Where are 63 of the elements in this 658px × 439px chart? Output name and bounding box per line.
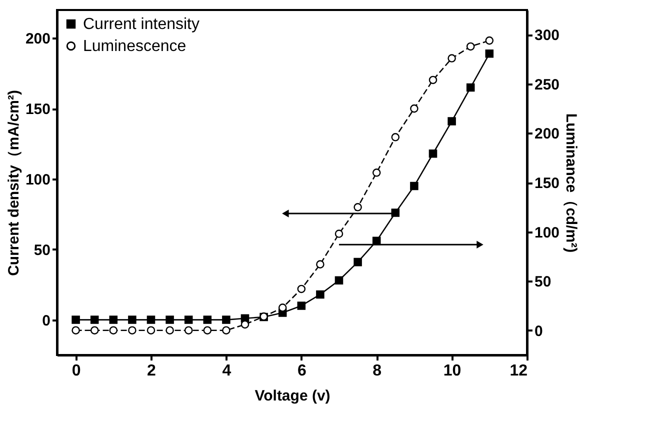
point (297, 284, 306, 294)
point (222, 316, 230, 324)
y-axis-title: Current density（mA/cm²) (5, 90, 22, 276)
legend-label: Luminescence (83, 38, 186, 55)
point (466, 83, 475, 92)
y2-tick-label: 100 (534, 224, 560, 242)
y2-tick-label: 150 (534, 175, 560, 192)
y-tick-label: 50 (34, 242, 50, 259)
point (334, 230, 344, 238)
y2-tick-label: 50 (534, 274, 552, 291)
point (184, 316, 193, 324)
x-tick-label: 2 (147, 362, 156, 380)
x-tick-label: 4 (222, 362, 232, 380)
point (109, 316, 118, 324)
y2-tick-label: 200 (534, 126, 560, 143)
point (166, 316, 174, 324)
x-tick-label: 8 (372, 362, 382, 380)
y2-tick-label: 0 (534, 322, 543, 340)
x-tick-label: 12 (510, 362, 528, 380)
point (128, 326, 136, 334)
legend-label: Current intensity (83, 16, 200, 33)
point (316, 260, 324, 268)
point (222, 326, 230, 334)
point (90, 316, 99, 324)
x-tick-label: 0 (72, 362, 81, 380)
point (410, 104, 418, 113)
y2-tick-label: 300 (534, 27, 560, 44)
point (391, 133, 400, 142)
point (128, 316, 136, 324)
point (203, 326, 212, 334)
point (354, 203, 362, 212)
point (72, 316, 80, 324)
point (146, 316, 156, 324)
point (428, 149, 438, 158)
y2-tick-label: 250 (534, 76, 560, 94)
y-tick-label: 100 (25, 171, 50, 188)
point (146, 326, 156, 334)
point (334, 276, 344, 284)
point (448, 54, 456, 62)
y-tick-label: 0 (42, 312, 50, 330)
y-tick-label: 150 (25, 101, 50, 118)
x-axis-title: Voltage (v) (254, 388, 330, 404)
point (485, 36, 494, 45)
x-tick-label: 10 (443, 362, 462, 380)
point (72, 326, 80, 334)
point (109, 326, 118, 334)
point (372, 168, 381, 177)
point (184, 326, 193, 334)
point (466, 42, 475, 51)
point (278, 304, 287, 312)
point (354, 258, 362, 266)
point (410, 182, 418, 190)
point (166, 326, 174, 334)
y2-axis-title: Luminance（cd/m²) (562, 113, 580, 253)
point (90, 326, 99, 334)
point (297, 302, 306, 310)
point (485, 50, 494, 58)
point (428, 76, 438, 84)
point (203, 316, 212, 324)
point (316, 290, 324, 299)
y-tick-label: 200 (25, 30, 50, 48)
point (448, 117, 456, 126)
x-tick-label: 6 (297, 362, 306, 380)
